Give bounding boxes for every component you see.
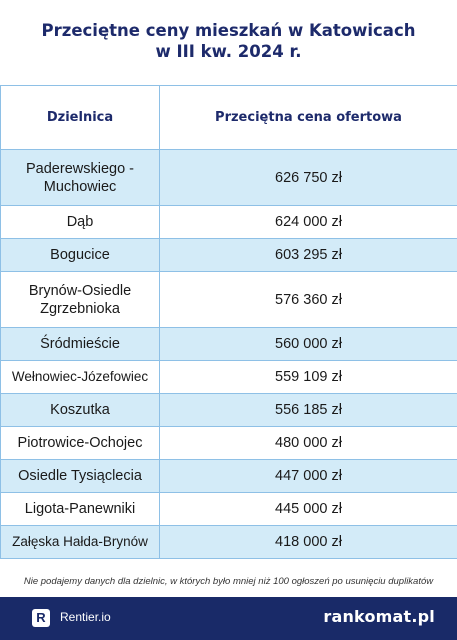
- district-cell: Brynów-Osiedle Zgrzebnioka: [0, 271, 160, 328]
- rentier-logo-icon: R: [32, 609, 50, 627]
- table-header-row: Dzielnica Przeciętna cena ofertowa: [0, 85, 457, 150]
- page-title: Przeciętne ceny mieszkań w Katowicach w …: [0, 20, 457, 62]
- table-row: Załęska Hałda-Brynów 418 000 zł: [0, 525, 457, 559]
- title-line-2: w III kw. 2024 r.: [155, 42, 302, 61]
- rankomat-logo: rankomat.pl: [323, 607, 435, 626]
- rentier-label: Rentier.io: [60, 610, 111, 624]
- district-cell: Piotrowice-Ochojec: [0, 426, 160, 460]
- district-cell: Paderewskiego - Muchowiec: [0, 149, 160, 206]
- price-cell: 418 000 zł: [159, 525, 457, 559]
- title-line-1: Przeciętne ceny mieszkań w Katowicach: [41, 21, 416, 40]
- price-cell: 559 109 zł: [159, 360, 457, 394]
- table-row: Piotrowice-Ochojec 480 000 zł: [0, 426, 457, 460]
- price-table: Dzielnica Przeciętna cena ofertowa Pader…: [0, 85, 457, 559]
- district-cell: Wełnowiec-Józefowiec: [0, 360, 160, 394]
- district-cell: Śródmieście: [0, 327, 160, 361]
- district-cell: Bogucice: [0, 238, 160, 272]
- header-district: Dzielnica: [0, 85, 160, 150]
- price-cell: 447 000 zł: [159, 459, 457, 493]
- table-row: Paderewskiego - Muchowiec 626 750 zł: [0, 149, 457, 206]
- price-cell: 626 750 zł: [159, 149, 457, 206]
- table-row: Bogucice 603 295 zł: [0, 238, 457, 272]
- table-row: Ligota-Panewniki 445 000 zł: [0, 492, 457, 526]
- table-row: Dąb 624 000 zł: [0, 205, 457, 239]
- district-cell: Ligota-Panewniki: [0, 492, 160, 526]
- table-row: Osiedle Tysiąclecia 447 000 zł: [0, 459, 457, 493]
- district-cell: Dąb: [0, 205, 160, 239]
- price-cell: 556 185 zł: [159, 393, 457, 427]
- footnote: Nie podajemy danych dla dzielnic, w któr…: [23, 576, 434, 587]
- table-row: Brynów-Osiedle Zgrzebnioka 576 360 zł: [0, 271, 457, 328]
- header-price: Przeciętna cena ofertowa: [159, 85, 457, 150]
- district-cell: Koszutka: [0, 393, 160, 427]
- price-cell: 480 000 zł: [159, 426, 457, 460]
- footer-bar: R Rentier.io rankomat.pl: [0, 597, 457, 640]
- price-cell: 445 000 zł: [159, 492, 457, 526]
- price-cell: 560 000 zł: [159, 327, 457, 361]
- table-row: Wełnowiec-Józefowiec 559 109 zł: [0, 360, 457, 394]
- table-row: Śródmieście 560 000 zł: [0, 327, 457, 361]
- price-cell: 603 295 zł: [159, 238, 457, 272]
- price-cell: 576 360 zł: [159, 271, 457, 328]
- district-cell: Osiedle Tysiąclecia: [0, 459, 160, 493]
- price-cell: 624 000 zł: [159, 205, 457, 239]
- district-cell: Załęska Hałda-Brynów: [0, 525, 160, 559]
- table-row: Koszutka 556 185 zł: [0, 393, 457, 427]
